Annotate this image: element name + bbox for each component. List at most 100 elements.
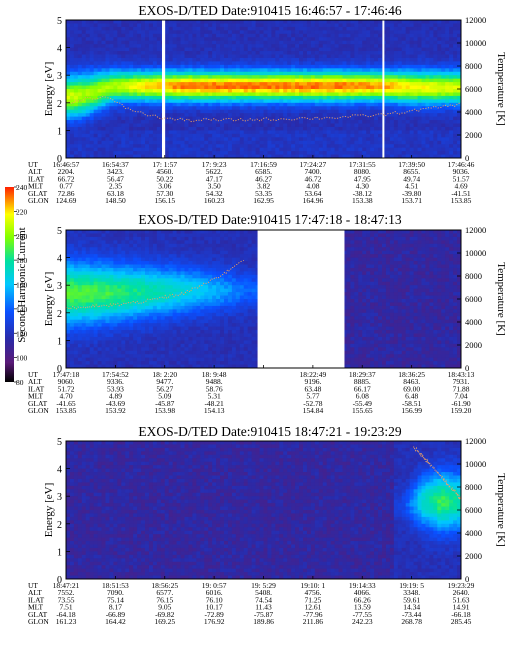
spectrogram-cell xyxy=(283,99,288,104)
spectrogram-cell xyxy=(405,126,411,131)
spectrogram-cell xyxy=(251,123,256,128)
spectrogram-cell xyxy=(306,78,312,83)
spectrogram-cell xyxy=(117,326,122,331)
spectrogram-cell xyxy=(251,51,256,55)
spectrogram-cell xyxy=(393,137,399,142)
spectrogram-cell xyxy=(101,30,106,35)
spectrogram-cell xyxy=(393,85,399,90)
spectrogram-cell xyxy=(358,82,363,86)
spectrogram-cell xyxy=(295,133,300,138)
spectrogram-cell xyxy=(133,250,138,255)
spectrogram-cell xyxy=(295,78,300,83)
spectrogram-cell xyxy=(101,54,106,59)
spectrogram-cell xyxy=(275,144,280,149)
spectrogram-cell xyxy=(89,26,95,31)
spectrogram-cell xyxy=(267,82,272,86)
spectrogram-cell xyxy=(77,75,83,80)
spectrogram-cell xyxy=(417,116,422,121)
spectrogram-cell xyxy=(346,116,351,121)
spectrogram-cell xyxy=(216,120,221,124)
spectrogram-cell xyxy=(105,109,110,114)
spectrogram-cell xyxy=(81,113,87,117)
spectrogram-cell xyxy=(69,137,75,142)
spectrogram-cell xyxy=(358,120,363,124)
spectrogram-cell xyxy=(231,99,237,104)
spectrogram-cell xyxy=(295,64,300,69)
spectrogram-cell xyxy=(113,64,118,69)
orbit-cell: 148.50 xyxy=(105,196,126,205)
spectrogram-cell xyxy=(69,144,75,149)
spectrogram-cell xyxy=(184,30,189,35)
spectrogram-cell xyxy=(263,20,268,24)
spectrogram-cell xyxy=(184,54,189,59)
spectrogram-cell xyxy=(216,109,221,114)
spectrogram-cell xyxy=(125,333,130,338)
spectrogram-cell xyxy=(66,68,71,73)
spectrogram-cell xyxy=(255,113,260,117)
spectrogram-cell xyxy=(168,68,174,73)
spectrogram-cell xyxy=(263,137,268,142)
spectrogram-cell xyxy=(378,147,383,152)
spectrogram-cell xyxy=(220,61,225,66)
spectrogram-cell xyxy=(105,37,110,42)
spectrogram-cell xyxy=(338,26,343,31)
spectrogram-cell xyxy=(378,61,383,66)
spectrogram-cell xyxy=(69,133,75,138)
spectrogram-cell xyxy=(101,281,106,286)
spectrogram-cell xyxy=(89,319,95,324)
spectrogram-cell xyxy=(334,123,339,128)
y2-tick-label: 2000 xyxy=(465,130,482,140)
spectrogram-cell xyxy=(449,116,454,121)
spectrogram-cell xyxy=(73,285,79,290)
spectrogram-cell xyxy=(449,151,454,155)
spectrogram-cell xyxy=(310,54,316,59)
spectrogram-cell xyxy=(97,123,102,128)
spectrogram-cell xyxy=(125,113,130,117)
spectrogram-cell xyxy=(441,126,446,131)
spectrogram-cell xyxy=(303,113,308,117)
spectrogram-cell xyxy=(129,78,134,83)
spectrogram-cell xyxy=(433,123,438,128)
spectrogram-cell xyxy=(322,113,328,117)
spectrogram-cell xyxy=(441,82,446,86)
spectrogram-cell xyxy=(168,23,174,28)
spectrogram-cell xyxy=(370,133,375,138)
spectrogram-cell xyxy=(338,61,343,66)
spectrogram-cell xyxy=(73,75,79,80)
spectrogram-cell xyxy=(192,109,197,114)
spectrogram-cell xyxy=(133,357,138,362)
spectrogram-cell xyxy=(101,274,106,279)
spectrogram-cell xyxy=(342,116,347,121)
spectrogram-cell xyxy=(152,23,158,28)
spectrogram-cell xyxy=(212,61,217,66)
spectrogram-cell xyxy=(156,109,162,114)
spectrogram-cell xyxy=(156,123,162,128)
spectrogram-cell xyxy=(449,23,454,28)
spectrogram-cell xyxy=(239,44,245,48)
spectrogram-cell xyxy=(342,99,347,104)
spectrogram-cell xyxy=(393,126,399,131)
spectrogram-cell xyxy=(291,102,296,107)
spectrogram-cell xyxy=(133,236,138,241)
orbit-row-label: GLON xyxy=(28,196,49,205)
spectrogram-cell xyxy=(231,120,237,124)
spectrogram-cell xyxy=(129,319,134,324)
spectrogram-cell xyxy=(441,20,446,24)
spectrogram-cell xyxy=(77,147,83,152)
spectrogram-cell xyxy=(93,68,98,73)
spectrogram-cell xyxy=(425,106,430,111)
spectrogram-cell xyxy=(453,64,458,69)
orbit-cell: 4.69 xyxy=(454,182,467,191)
spectrogram-cell xyxy=(117,123,122,128)
spectrogram-cell xyxy=(366,85,371,90)
spectrogram-cell xyxy=(196,26,201,31)
spectrogram-cell xyxy=(433,92,438,97)
spectrogram-cell xyxy=(247,106,253,111)
spectrogram-cell xyxy=(77,64,83,69)
spectrogram-cell xyxy=(397,30,403,35)
spectrogram-cell xyxy=(97,92,102,97)
spectrogram-cell xyxy=(429,23,434,28)
spectrogram-cell xyxy=(73,137,79,142)
spectrogram-cell xyxy=(85,340,91,345)
spectrogram-cell xyxy=(445,89,450,93)
